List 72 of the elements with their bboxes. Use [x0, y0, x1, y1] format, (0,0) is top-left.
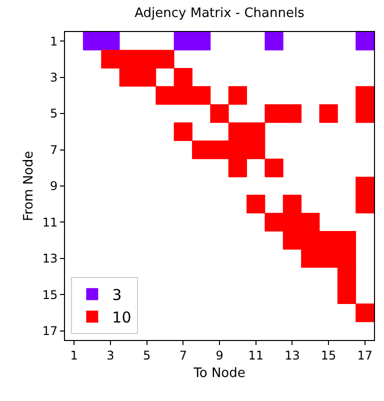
chart-title: Adjency Matrix - Channels [134, 6, 305, 22]
y-tick-label: 17 [42, 324, 58, 338]
point [192, 32, 211, 50]
point [264, 158, 284, 178]
point [101, 50, 120, 68]
point [264, 32, 284, 50]
point [101, 32, 120, 50]
point [264, 212, 284, 232]
point [156, 50, 174, 68]
point [246, 194, 266, 214]
x-tick-label: 17 [357, 348, 373, 362]
point [319, 104, 338, 123]
point [356, 194, 374, 214]
y-tick-label: 9 [50, 179, 58, 194]
y-tick-label: 7 [50, 142, 58, 157]
point [174, 86, 192, 105]
x-tick-label: 5 [142, 348, 151, 362]
point [282, 104, 302, 123]
point [319, 231, 338, 250]
point [282, 231, 302, 250]
point [282, 194, 302, 214]
point [192, 140, 211, 160]
x-tick-label: 9 [216, 348, 224, 362]
point [356, 32, 374, 50]
x-tick-label: 11 [248, 348, 264, 362]
point [337, 285, 356, 304]
point [337, 249, 356, 268]
y-tick-label: 11 [42, 215, 58, 230]
point [137, 50, 156, 68]
point [356, 86, 374, 105]
y-tick-label: 1 [50, 34, 58, 48]
point [228, 140, 247, 160]
point [356, 104, 374, 123]
legend-label: 3 [112, 286, 122, 304]
point [264, 104, 284, 123]
x-tick-label: 3 [106, 348, 114, 362]
point [301, 249, 320, 268]
point [119, 50, 138, 68]
point [210, 140, 229, 160]
point [174, 32, 192, 50]
y-tick-label: 3 [50, 70, 58, 84]
point [246, 122, 266, 141]
point [192, 86, 211, 105]
x-tick-label: 15 [320, 348, 336, 362]
point [356, 176, 374, 196]
point [174, 68, 192, 87]
point [246, 140, 266, 160]
x-tick-label: 13 [284, 348, 300, 362]
y-tick-label: 13 [42, 252, 58, 266]
x-axis-title: To Node [192, 366, 246, 381]
point [119, 68, 138, 87]
point [228, 122, 247, 141]
point [174, 122, 192, 141]
point [301, 212, 320, 232]
point [319, 249, 338, 268]
point [337, 267, 356, 286]
point [301, 231, 320, 250]
point [228, 158, 247, 178]
point [282, 212, 302, 232]
x-tick-label: 7 [179, 348, 187, 362]
y-tick-label: 15 [42, 288, 58, 302]
point [82, 32, 102, 50]
point [137, 68, 156, 87]
x-tick-label: 1 [70, 348, 78, 362]
y-tick-label: 5 [50, 106, 58, 121]
point [337, 231, 356, 250]
y-axis-title: From Node [21, 150, 36, 222]
point [210, 104, 229, 123]
legend-label: 10 [112, 308, 132, 326]
point [228, 86, 247, 105]
point [156, 86, 174, 105]
point [356, 304, 374, 322]
